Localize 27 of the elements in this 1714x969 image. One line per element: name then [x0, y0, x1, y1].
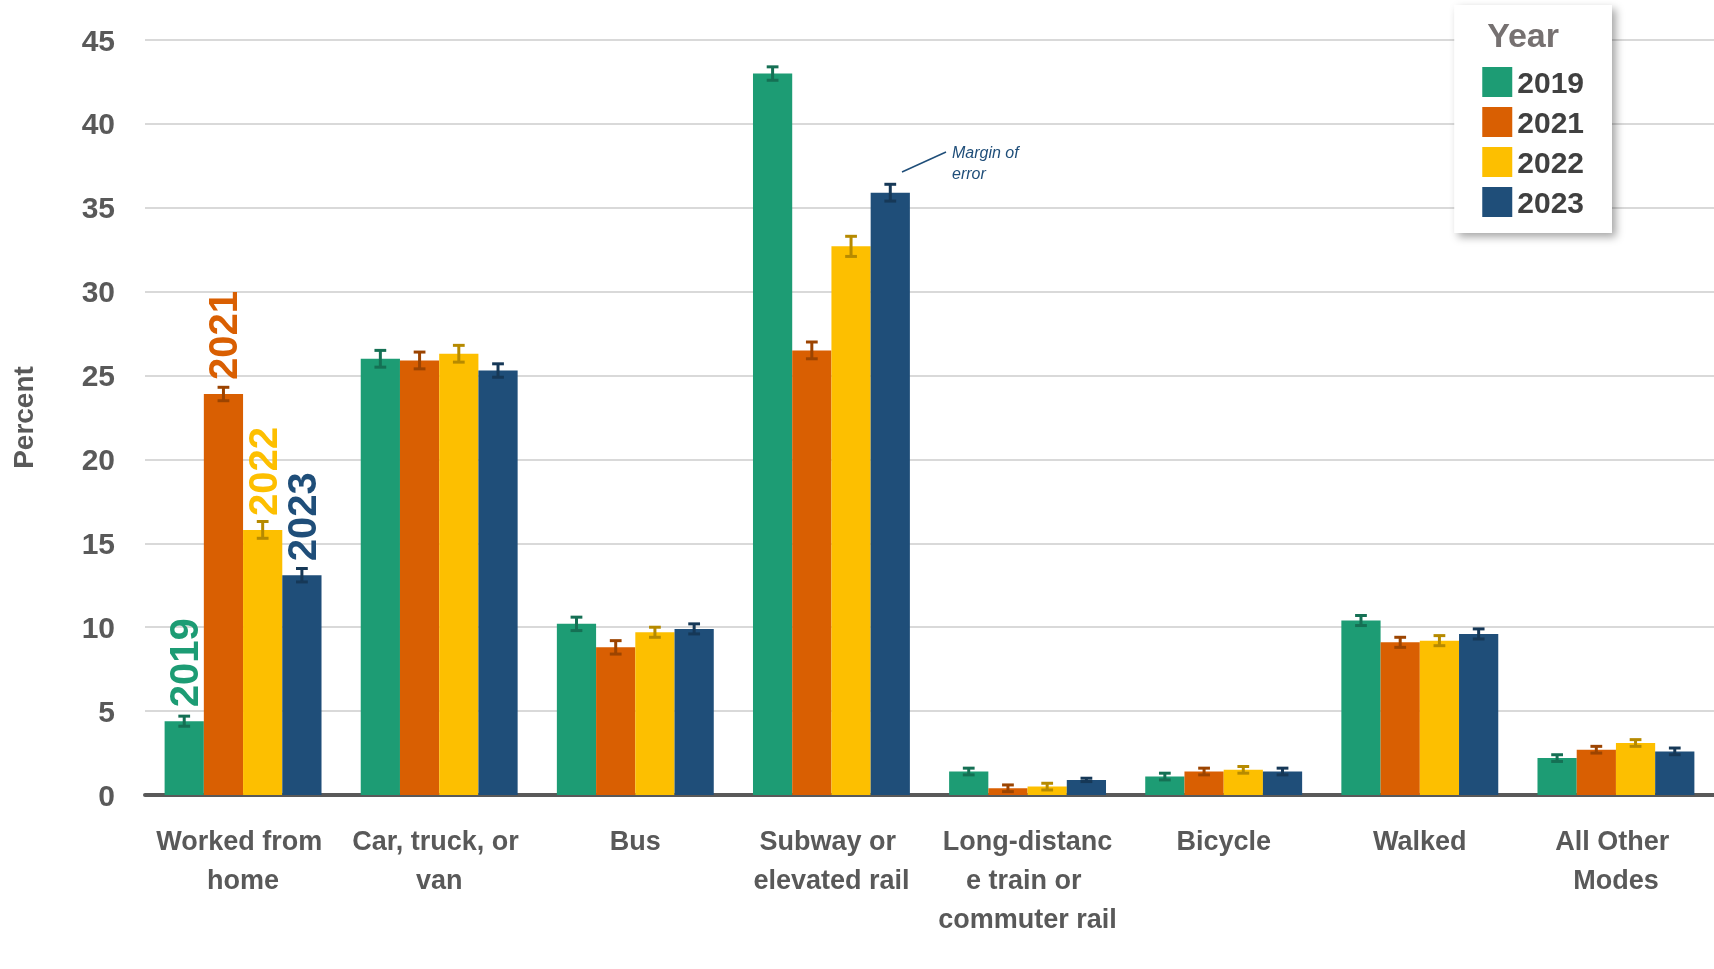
- x-tick-label: Car, truck, or van: [352, 825, 527, 895]
- y-tick-label: 0: [98, 778, 115, 812]
- y-tick-label: 5: [98, 694, 115, 728]
- y-tick-label: 30: [81, 275, 115, 309]
- legend-label: 2019: [1517, 65, 1585, 99]
- y-tick-label: 10: [81, 610, 115, 644]
- x-tick-label: Long-distance train or commuter rail: [938, 825, 1117, 934]
- y-tick-label: 40: [81, 107, 115, 141]
- y-tick-label: 15: [81, 526, 115, 560]
- annotation: Margin of error: [952, 144, 1024, 182]
- x-tick-label: Worked from home: [156, 825, 330, 895]
- text: 2021: [201, 291, 246, 381]
- text: 2019: [162, 618, 207, 708]
- y-tick-label: 35: [81, 191, 115, 225]
- y-tick-label: 25: [81, 359, 115, 393]
- y-tick-label: 45: [81, 23, 115, 57]
- y-axis-title: Percent: [7, 366, 39, 469]
- legend-label: 2022: [1517, 145, 1585, 179]
- x-tick-label: Walked: [1373, 825, 1467, 856]
- x-tick-label: Bus: [609, 825, 661, 856]
- x-tick-label: Subway or elevated rail: [753, 825, 910, 895]
- legend-title: Year: [1487, 16, 1560, 54]
- legend-label: 2023: [1517, 185, 1585, 219]
- x-tick-label: Bicycle: [1176, 825, 1271, 856]
- legend-label: 2021: [1517, 105, 1585, 139]
- x-tick-label: All Other Modes: [1555, 825, 1677, 895]
- y-tick-label: 20: [81, 442, 115, 476]
